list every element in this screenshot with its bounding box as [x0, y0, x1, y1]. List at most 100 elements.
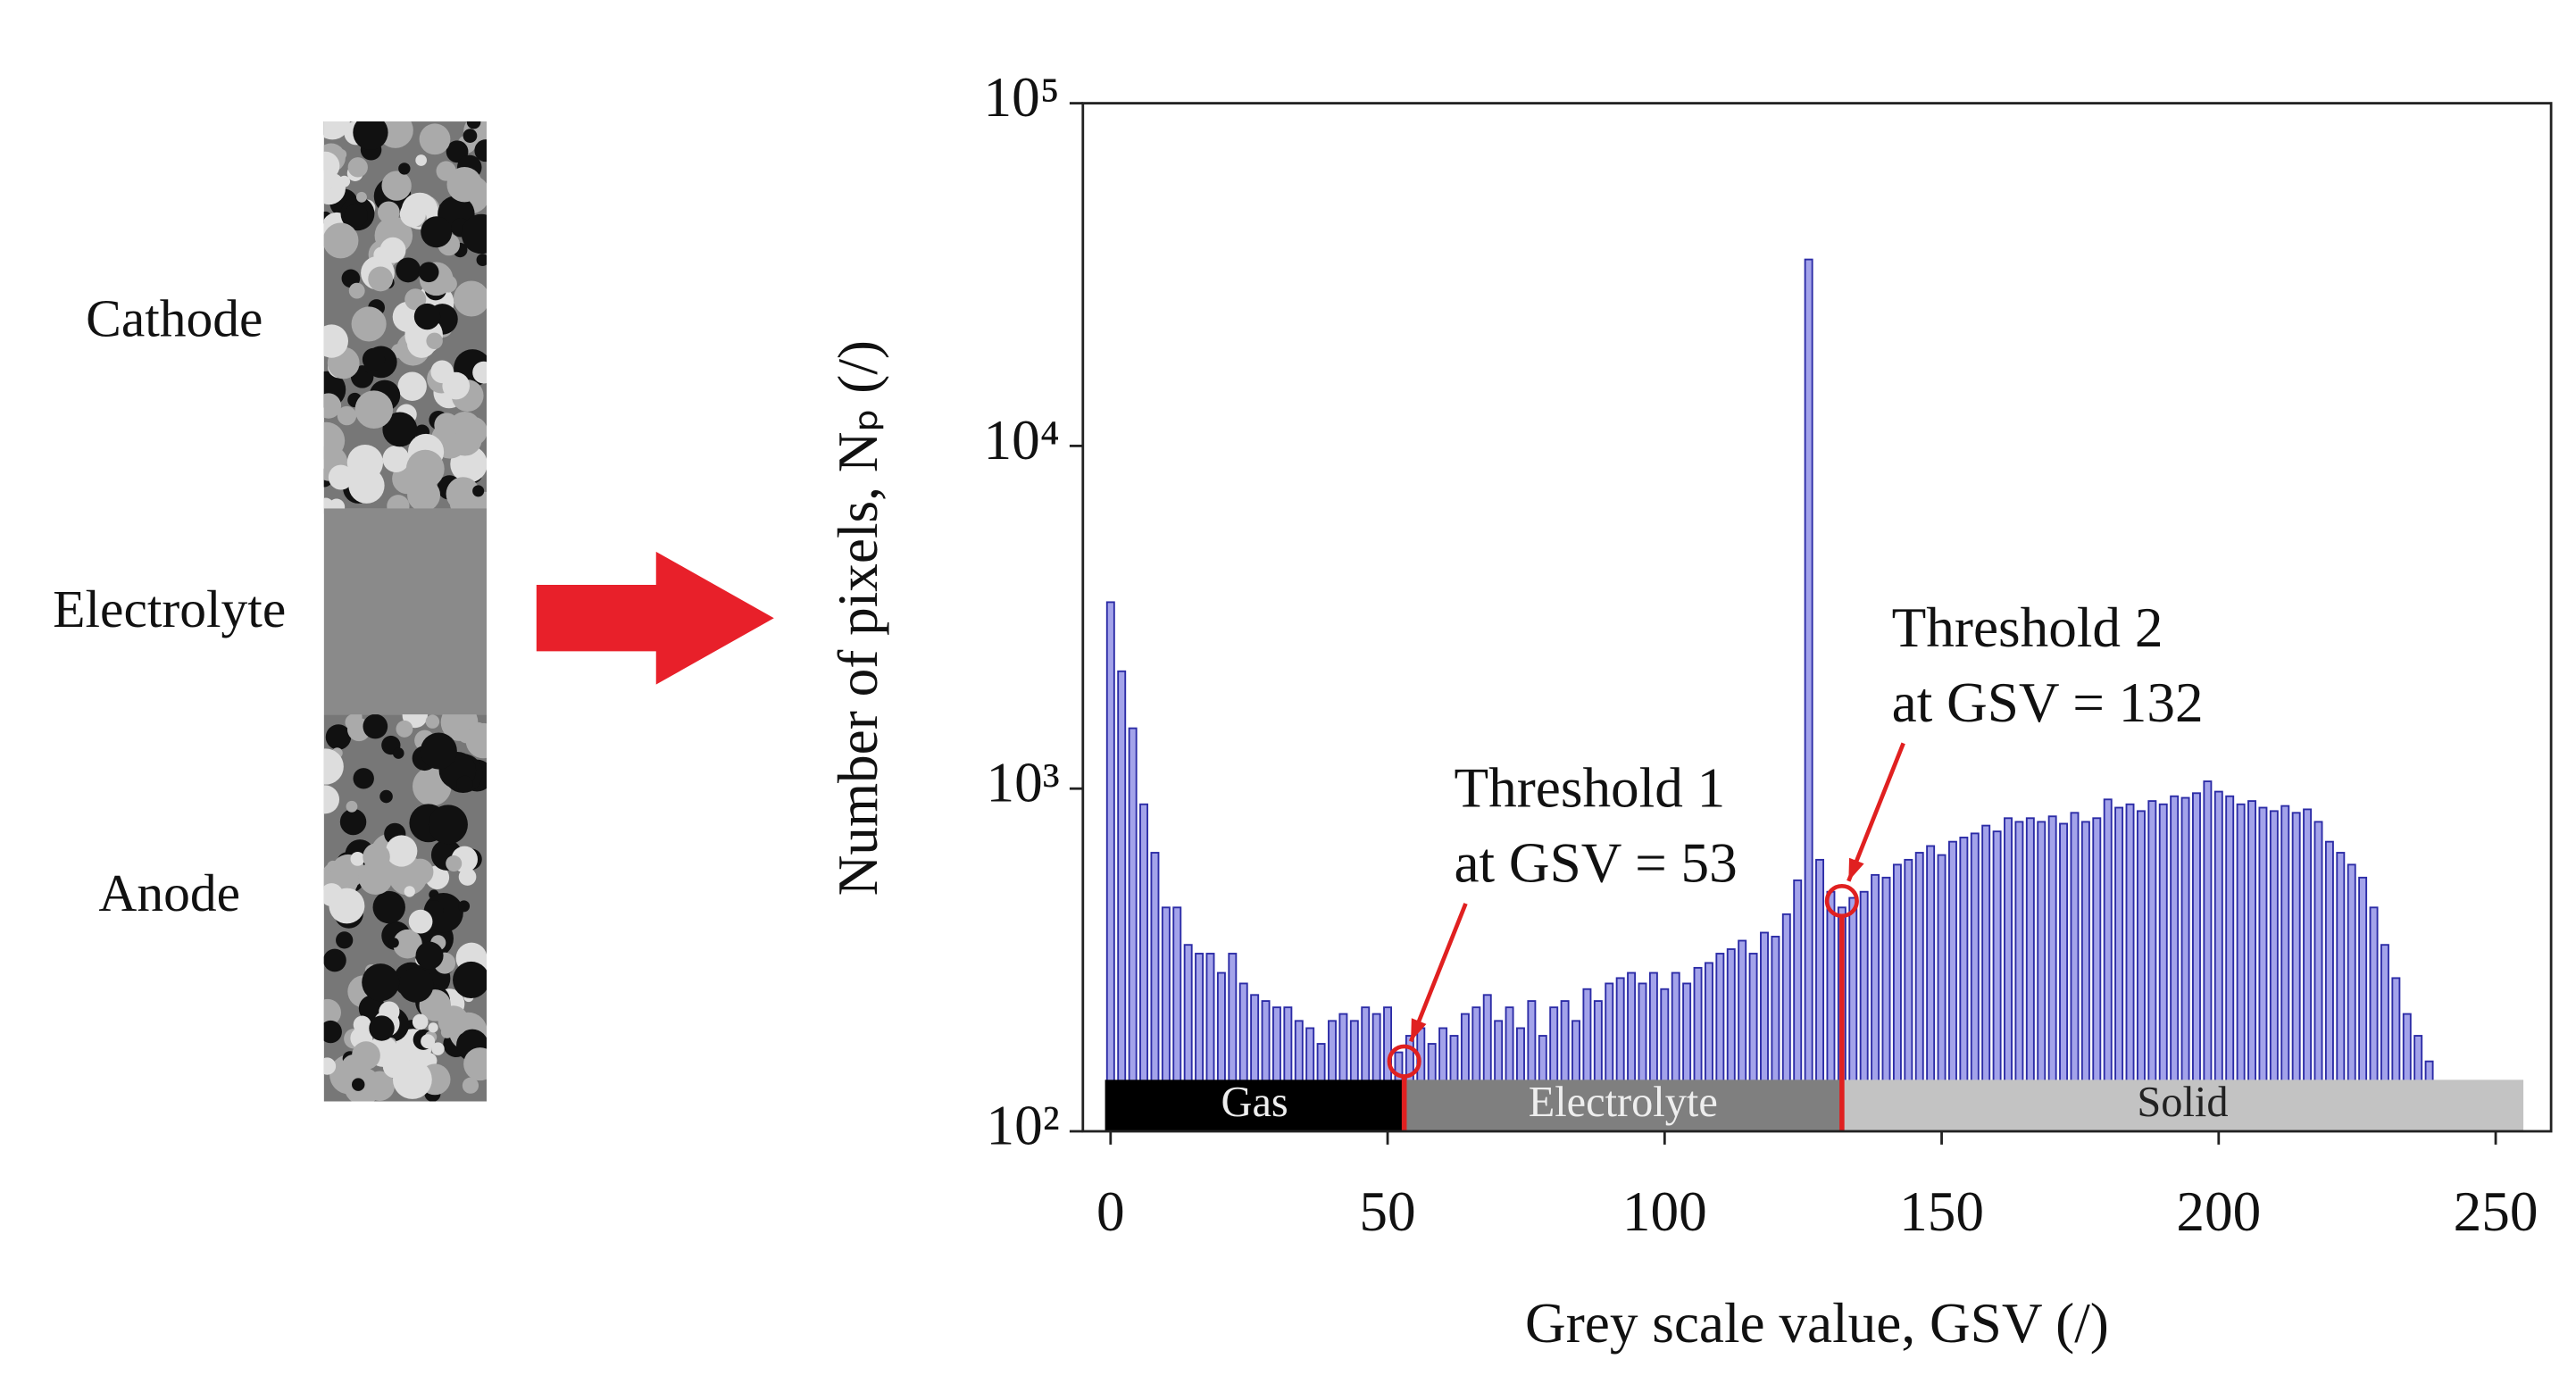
blob — [352, 1078, 365, 1091]
blob — [382, 412, 418, 447]
blob — [347, 157, 368, 178]
blob — [323, 222, 359, 259]
blob — [348, 282, 365, 299]
y-tick-label: 10² — [987, 1095, 1060, 1157]
blob — [472, 485, 485, 497]
blob — [323, 151, 340, 180]
blob — [369, 1015, 395, 1041]
blob — [353, 768, 374, 789]
blob — [415, 154, 427, 166]
blob — [408, 909, 433, 934]
blob — [399, 201, 426, 228]
blob — [323, 121, 350, 140]
region-label: Electrolyte — [1529, 1079, 1718, 1126]
blob — [353, 1015, 371, 1034]
blob — [397, 371, 427, 401]
electrolyte-layer — [323, 508, 488, 715]
annotation: at GSV = 132 — [1892, 671, 2204, 734]
blob — [341, 1055, 366, 1079]
blob — [323, 324, 348, 358]
blob — [353, 121, 388, 150]
threshold-marker — [1387, 1044, 1421, 1079]
threshold-marker — [1824, 883, 1859, 919]
blob — [328, 464, 354, 490]
blob — [368, 266, 394, 292]
blob — [379, 789, 393, 804]
blob — [345, 713, 363, 731]
blob — [362, 347, 386, 371]
blob — [377, 201, 400, 224]
blob — [338, 175, 351, 188]
blob — [398, 967, 434, 1003]
blob — [431, 1042, 445, 1055]
blob — [419, 123, 451, 155]
blob — [392, 747, 404, 759]
blob — [476, 254, 488, 267]
blob — [453, 280, 488, 317]
blob — [346, 800, 358, 813]
blob — [356, 191, 367, 203]
blob — [344, 203, 368, 228]
y-tick-label: 10³ — [987, 752, 1060, 814]
blob — [363, 713, 388, 739]
blob — [358, 860, 393, 896]
annotation: Threshold 1 — [1454, 757, 1725, 820]
x-tick-label: 200 — [2176, 1180, 2261, 1243]
y-tick-label: 10⁴ — [983, 409, 1059, 471]
blob — [323, 785, 340, 814]
blob — [461, 213, 488, 254]
x-tick-label: 150 — [1899, 1180, 1984, 1243]
blob — [426, 332, 443, 350]
y-axis-label: Number of pixels, Nₚ (/) — [827, 340, 889, 896]
bar — [1117, 670, 1127, 1132]
blob — [453, 961, 488, 999]
blob — [363, 843, 390, 871]
blob — [474, 139, 488, 163]
blob — [372, 890, 405, 924]
bar — [1105, 601, 1115, 1132]
blob — [404, 886, 415, 897]
blob — [323, 421, 346, 460]
blob — [327, 860, 339, 873]
blob — [323, 948, 346, 972]
blob — [396, 257, 421, 283]
blob — [337, 405, 357, 426]
blob — [472, 361, 488, 384]
blob — [446, 855, 463, 872]
blob — [373, 246, 390, 263]
blob — [438, 1005, 469, 1037]
annotation-arrow — [1847, 742, 1905, 882]
blob — [428, 805, 468, 845]
blob — [329, 888, 365, 924]
blob — [421, 1034, 436, 1049]
blob — [323, 748, 344, 785]
blob — [428, 1022, 438, 1033]
blob — [339, 808, 367, 836]
blob — [404, 288, 427, 311]
blob — [346, 444, 384, 481]
blob — [323, 1020, 342, 1044]
blob — [323, 393, 342, 419]
blob — [381, 171, 412, 201]
annotation: at GSV = 53 — [1454, 831, 1737, 894]
blob — [386, 835, 418, 867]
annotation-arrow — [1408, 903, 1468, 1043]
region-label: Solid — [2137, 1079, 2228, 1126]
blob — [325, 724, 352, 750]
blob — [405, 449, 445, 488]
bar — [1128, 727, 1138, 1132]
region-label: Gas — [1221, 1079, 1288, 1126]
blob — [465, 722, 488, 759]
blob — [415, 941, 444, 970]
bar — [1804, 258, 1813, 1132]
arrow-head — [1848, 857, 1864, 881]
x-tick-label: 100 — [1622, 1180, 1707, 1243]
blob — [434, 413, 459, 438]
blob — [323, 1057, 337, 1075]
blob — [458, 868, 477, 886]
blob — [362, 963, 400, 1002]
arrow — [536, 551, 774, 685]
sample-label: Cathode — [86, 289, 263, 348]
blob — [354, 371, 371, 388]
